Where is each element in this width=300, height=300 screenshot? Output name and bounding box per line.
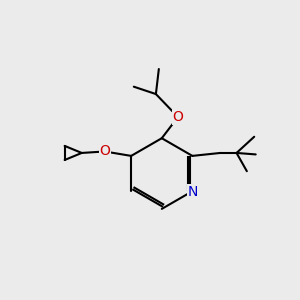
Text: O: O (99, 145, 110, 158)
Text: O: O (172, 110, 183, 124)
Text: N: N (188, 185, 198, 199)
